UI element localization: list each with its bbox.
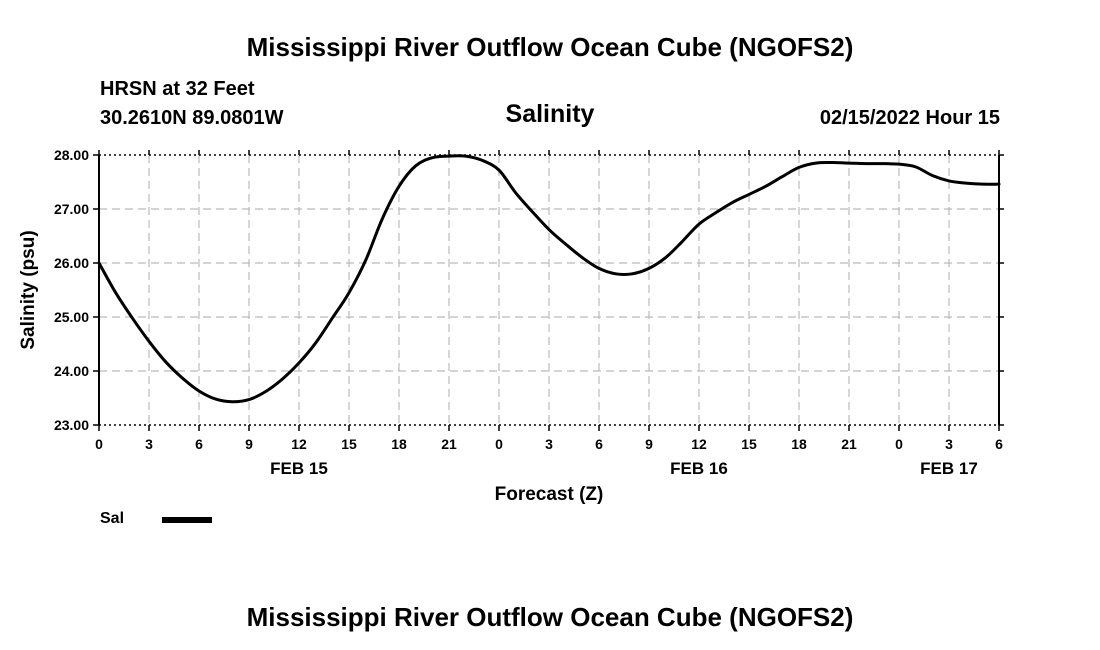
x-tick-label: 18 <box>391 436 407 452</box>
footer-title: Mississippi River Outflow Ocean Cube (NG… <box>246 602 854 632</box>
chart-title: Salinity <box>505 100 595 128</box>
station-label: HRSN at 32 Feet <box>100 78 255 100</box>
x-tick-label: 0 <box>95 436 103 452</box>
y-tick-label: 27.00 <box>54 201 89 217</box>
x-axis-title: Forecast (Z) <box>495 484 604 505</box>
x-tick-label: 3 <box>545 436 553 452</box>
x-tick-label: 21 <box>441 436 457 452</box>
x-tick-label: 6 <box>995 436 1003 452</box>
x-tick-label: 15 <box>341 436 357 452</box>
x-tick-label: 9 <box>645 436 653 452</box>
y-tick-label: 24.00 <box>54 363 89 379</box>
x-tick-label: 3 <box>145 436 153 452</box>
x-tick-label: 0 <box>495 436 503 452</box>
legend-label: Sal <box>100 510 125 527</box>
date-label: FEB 16 <box>670 459 728 478</box>
x-tick-label: 18 <box>791 436 807 452</box>
x-tick-label: 0 <box>895 436 903 452</box>
date-label: FEB 17 <box>920 459 978 478</box>
station-coordinates: 30.2610N 89.0801W <box>100 107 284 129</box>
x-tick-label: 6 <box>195 436 203 452</box>
x-tick-label: 21 <box>841 436 857 452</box>
y-axis-title: Salinity (psu) <box>18 230 39 349</box>
x-tick-label: 6 <box>595 436 603 452</box>
y-tick-label: 25.00 <box>54 309 89 325</box>
x-tick-label: 12 <box>691 436 707 452</box>
x-tick-label: 9 <box>245 436 253 452</box>
y-tick-label: 26.00 <box>54 255 89 271</box>
forecast-datetime: 02/15/2022 Hour 15 <box>819 107 1000 129</box>
x-tick-label: 3 <box>945 436 953 452</box>
page-title: Mississippi River Outflow Ocean Cube (NG… <box>246 32 854 62</box>
y-tick-label: 23.00 <box>54 417 89 433</box>
x-tick-label: 15 <box>741 436 757 452</box>
date-label: FEB 15 <box>270 459 328 478</box>
x-tick-label: 12 <box>291 436 307 452</box>
y-tick-label: 28.00 <box>54 147 89 163</box>
series-line-sal <box>97 154 1001 404</box>
